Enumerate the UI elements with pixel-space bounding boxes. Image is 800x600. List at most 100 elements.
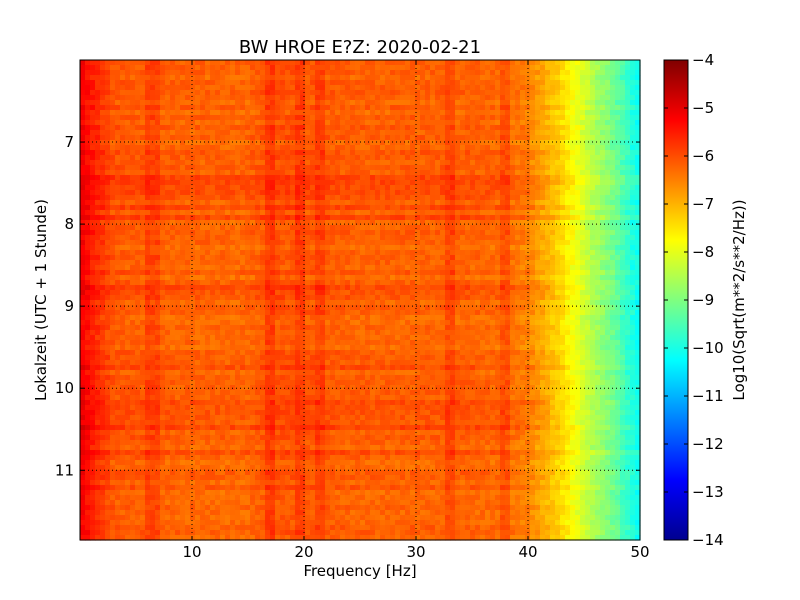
heatmap-cell xyxy=(380,170,386,176)
heatmap-cell xyxy=(215,175,221,181)
heatmap-cell xyxy=(235,250,241,256)
heatmap-cell xyxy=(370,210,376,216)
heatmap-cell xyxy=(510,85,516,91)
heatmap-cell xyxy=(380,230,386,236)
heatmap-cell xyxy=(600,240,606,246)
heatmap-cell xyxy=(610,90,616,96)
heatmap-cell xyxy=(595,270,601,276)
heatmap-cell xyxy=(350,245,356,251)
heatmap-cell xyxy=(300,155,306,161)
heatmap-cell xyxy=(325,170,331,176)
heatmap-cell xyxy=(315,220,321,226)
heatmap-cell xyxy=(215,85,221,91)
heatmap-cell xyxy=(190,260,196,266)
heatmap-cell xyxy=(460,115,466,121)
heatmap-cell xyxy=(315,280,321,286)
heatmap-cell xyxy=(200,255,206,261)
heatmap-cell xyxy=(485,235,491,241)
heatmap-cell xyxy=(280,245,286,251)
heatmap-cell xyxy=(150,155,156,161)
heatmap-cell xyxy=(595,240,601,246)
heatmap-cell xyxy=(635,200,641,206)
heatmap-cell xyxy=(235,145,241,151)
heatmap-cell xyxy=(615,270,621,276)
heatmap-cell xyxy=(130,250,136,256)
heatmap-cell xyxy=(315,240,321,246)
heatmap-cell xyxy=(560,110,566,116)
heatmap-cell xyxy=(485,270,491,276)
heatmap-cell xyxy=(240,180,246,186)
heatmap-cell xyxy=(430,70,436,76)
heatmap-cell xyxy=(275,115,281,121)
heatmap-cell xyxy=(225,170,231,176)
heatmap-cell xyxy=(120,100,126,106)
heatmap-cell xyxy=(620,195,626,201)
heatmap-cell xyxy=(470,160,476,166)
heatmap-cell xyxy=(220,150,226,156)
heatmap-cell xyxy=(145,60,151,66)
heatmap-cell xyxy=(235,85,241,91)
heatmap-cell xyxy=(130,160,136,166)
heatmap-cell xyxy=(330,65,336,71)
heatmap-cell xyxy=(330,210,336,216)
heatmap-cell xyxy=(325,100,331,106)
heatmap-cell xyxy=(235,165,241,171)
heatmap-cell xyxy=(190,135,196,141)
heatmap-cell xyxy=(415,65,421,71)
heatmap-cell xyxy=(195,65,201,71)
heatmap-cell xyxy=(110,245,116,251)
heatmap-cell xyxy=(225,265,231,271)
heatmap-cell xyxy=(440,255,446,261)
heatmap-cell xyxy=(90,225,96,231)
heatmap-cell xyxy=(435,165,441,171)
heatmap-cell xyxy=(385,160,391,166)
heatmap-cell xyxy=(195,120,201,126)
heatmap-cell xyxy=(615,205,621,211)
heatmap-cell xyxy=(80,95,86,101)
heatmap-cell xyxy=(115,190,121,196)
heatmap-cell xyxy=(255,175,261,181)
heatmap-cell xyxy=(505,155,511,161)
heatmap-cell xyxy=(585,270,591,276)
heatmap-cell xyxy=(360,245,366,251)
heatmap-cell xyxy=(610,185,616,191)
heatmap-cell xyxy=(90,130,96,136)
heatmap-cell xyxy=(320,120,326,126)
heatmap-cell xyxy=(635,75,641,81)
heatmap-cell xyxy=(155,230,161,236)
heatmap-cell xyxy=(170,160,176,166)
heatmap-cell xyxy=(480,225,486,231)
heatmap-cell xyxy=(370,135,376,141)
heatmap-cell xyxy=(140,85,146,91)
heatmap-cell xyxy=(565,230,571,236)
heatmap-cell xyxy=(535,265,541,271)
heatmap-cell xyxy=(495,115,501,121)
heatmap-cell xyxy=(280,140,286,146)
heatmap-cell xyxy=(480,115,486,121)
heatmap-cell xyxy=(405,150,411,156)
heatmap-cell xyxy=(335,260,341,266)
heatmap-cell xyxy=(155,265,161,271)
heatmap-cell xyxy=(330,145,336,151)
heatmap-cell xyxy=(630,250,636,256)
heatmap-cell xyxy=(175,175,181,181)
heatmap-cell xyxy=(445,100,451,106)
heatmap-cell xyxy=(280,205,286,211)
heatmap-cell xyxy=(395,170,401,176)
heatmap-cell xyxy=(635,65,641,71)
heatmap-cell xyxy=(505,225,511,231)
heatmap-cell xyxy=(205,220,211,226)
heatmap-cell xyxy=(330,255,336,261)
heatmap-cell xyxy=(500,125,506,131)
heatmap-cell xyxy=(545,240,551,246)
heatmap-cell xyxy=(410,195,416,201)
heatmap-cell xyxy=(340,235,346,241)
heatmap-cell xyxy=(295,275,301,281)
heatmap-cell xyxy=(485,260,491,266)
heatmap-cell xyxy=(320,260,326,266)
heatmap-cell xyxy=(405,260,411,266)
heatmap-cell xyxy=(205,175,211,181)
heatmap-cell xyxy=(460,150,466,156)
heatmap-cell xyxy=(635,110,641,116)
heatmap-cell xyxy=(185,200,191,206)
